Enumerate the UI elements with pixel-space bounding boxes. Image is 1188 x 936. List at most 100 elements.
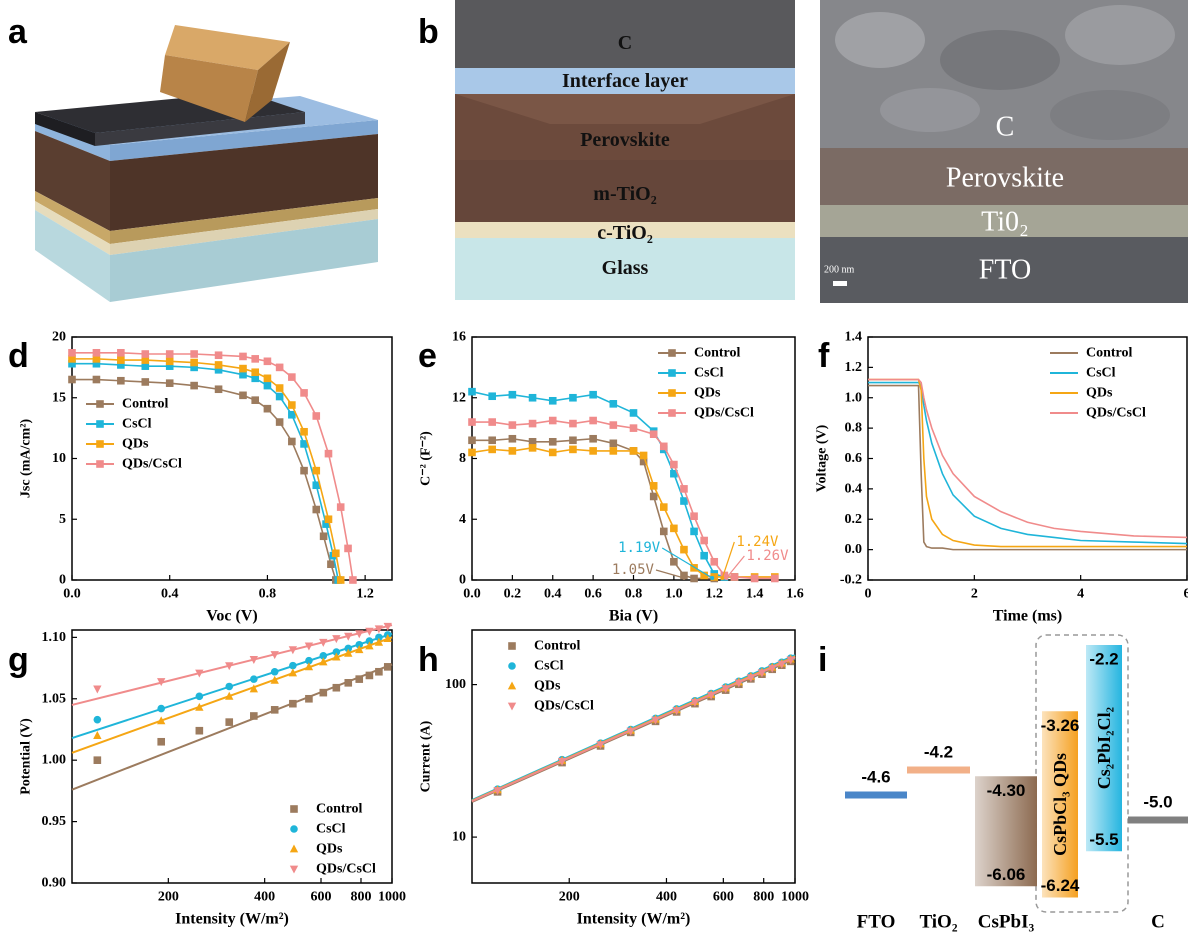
marker [117,376,125,385]
marker [214,351,223,360]
legend-label: QDs [316,842,343,857]
marker [680,571,688,580]
marker [670,460,678,469]
y-tick-label: -0.2 [840,573,862,588]
x-tick-label: 6 [1184,587,1188,602]
marker [557,757,567,766]
y-tick-label: 1.0 [845,390,863,405]
marker [626,727,635,736]
legend-marker [96,400,104,408]
marker [777,660,786,669]
marker [239,391,247,400]
y-tick-label: 8 [459,451,466,466]
marker [508,421,517,429]
fit-line [71,636,393,754]
marker [344,648,353,657]
marker [609,421,618,429]
marker [649,482,658,490]
marker [319,638,328,647]
x-tick-label: 1000 [378,890,406,905]
marker [195,726,204,735]
energy-band [1086,645,1122,852]
legend-marker [668,409,676,417]
x-tick-label: 600 [713,890,734,905]
marker [288,668,298,677]
marker [468,436,476,445]
marker [275,418,284,426]
marker [508,434,517,443]
y-tick-label: 0.4 [845,481,863,496]
marker [195,669,204,678]
marker [365,641,374,650]
marker [569,419,577,428]
marker [251,396,260,404]
marker [355,630,364,639]
marker [488,418,496,426]
y-tick-label: 1.10 [42,630,67,645]
marker [344,679,353,687]
legend-label: QDs/CsCl [122,457,182,472]
x-tick-label: 4 [1077,587,1084,602]
marker [493,787,502,796]
annotation: 1.19V [618,540,661,556]
marker [365,637,374,645]
marker [195,702,204,711]
marker [251,355,260,363]
marker [589,447,597,455]
plot-frame [867,336,1188,581]
legend-marker [96,420,104,428]
marker [263,357,272,366]
plot-frame [471,629,796,884]
x-axis-title: Time (ms) [993,608,1062,625]
y-tick-label: 1.00 [42,753,67,768]
marker [548,416,557,425]
marker [214,361,223,369]
legend-label: Control [316,802,363,817]
marker [589,416,597,425]
energy-band [1042,711,1078,898]
marker [649,492,658,501]
annotation: 1.05V [612,562,655,578]
marker [596,741,605,750]
marker [117,356,125,364]
marker [488,445,496,454]
y-tick-label: 0 [59,573,66,588]
marker [720,571,729,580]
x-tick-label: 1.2 [356,587,374,602]
marker [117,348,125,357]
y-tick-label: 1.4 [845,330,863,345]
material-label: Cs₂PbI₂Cl₂ [1094,707,1114,789]
marker [239,364,247,373]
x-tick-label: 0.4 [161,587,179,602]
marker [690,698,700,707]
series-line [72,362,340,581]
legend-label: Control [1086,346,1133,361]
marker [332,648,341,656]
legend-label: QDs/CsCl [316,862,376,877]
legend-label: QDs [122,437,149,452]
marker [468,387,476,396]
legend-label: QDs/CsCl [534,699,594,714]
marker [300,427,308,436]
marker [374,625,384,634]
marker [251,368,260,377]
band-top-label: -2.2 [1089,650,1118,669]
energy-band [975,776,1037,887]
marker [710,573,719,581]
legend-marker [289,844,299,853]
marker [355,675,364,683]
marker [336,503,345,511]
energy-level [1128,816,1188,824]
series-line [472,437,715,580]
x-tick-label: 0.8 [259,587,277,602]
sem-label: FTO [979,255,1031,286]
y-tick-label: 0.2 [845,512,863,527]
marker [639,457,648,466]
y-tick-label: 10 [452,830,466,845]
y-tick-label: 0.0 [845,542,863,557]
material-label: CsPbI₃ [978,912,1035,933]
marker [659,527,668,536]
x-tick-label: 600 [311,890,332,905]
legend-marker [508,642,516,650]
